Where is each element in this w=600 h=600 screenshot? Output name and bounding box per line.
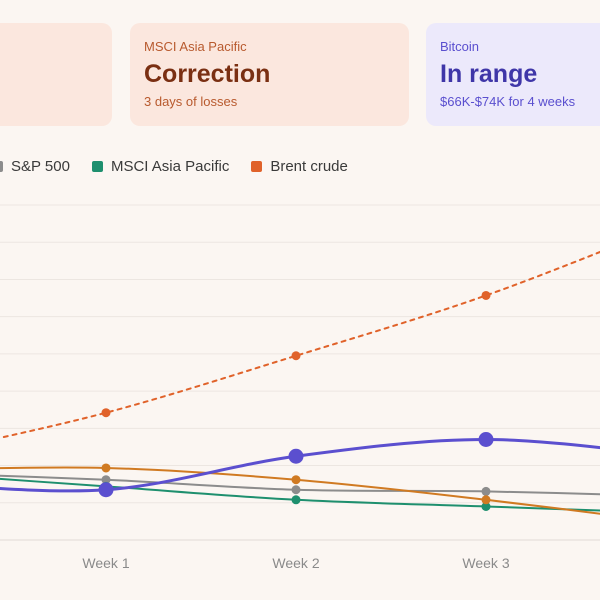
card-label: MSCI Asia Pacific (144, 39, 247, 54)
card-status: Correction (144, 60, 271, 88)
data-point-bitcoin-line (98, 482, 114, 498)
summary-card-bitcoin: Bitcoin In range $66K-$74K for 4 weeks (426, 23, 600, 126)
data-point-msci (481, 502, 491, 511)
legend-label: S&P 500 (11, 158, 70, 175)
data-point-sp500 (101, 475, 111, 485)
data-point-bitcoin (481, 495, 491, 505)
data-point-bitcoin-line (288, 448, 304, 464)
data-point-sp500 (291, 485, 301, 495)
card-subtext: 3 days of losses (144, 94, 238, 109)
series-line-bitcoin (0, 466, 600, 515)
card-subtext: $66K-$74K for 4 weeks (440, 94, 576, 109)
data-point-msci (291, 495, 301, 505)
legend-item-sp500[interactable]: S&P 500 (0, 158, 70, 175)
data-point-bitcoin-line (478, 432, 494, 447)
legend-label: Brent crude (270, 158, 348, 175)
x-tick-label: Week 1 (82, 555, 129, 571)
summary-card-msci: MSCI Asia Pacific Correction 3 days of l… (130, 23, 409, 126)
data-point-sp500 (481, 486, 491, 496)
data-point-bitcoin (101, 463, 111, 473)
data-point-brent (481, 290, 491, 300)
legend-item-brent[interactable]: Brent crude (251, 158, 348, 175)
chart-legend: S&P 500 MSCI Asia Pacific Brent crude (0, 158, 348, 175)
series-line-brent (0, 250, 600, 439)
legend-swatch (91, 161, 103, 172)
x-tick-label: Week 2 (272, 555, 319, 571)
card-label: Bitcoin (440, 39, 480, 54)
summary-card-left (0, 23, 112, 126)
data-point-brent (291, 351, 301, 361)
data-point-brent (101, 408, 111, 418)
legend-swatch (0, 161, 3, 172)
card-status: In range (440, 60, 538, 88)
legend-label: MSCI Asia Pacific (110, 158, 230, 175)
legend-item-msci[interactable]: MSCI Asia Pacific (91, 158, 230, 175)
x-tick-label: Week 3 (462, 555, 509, 571)
data-point-bitcoin (291, 475, 301, 485)
legend-swatch (251, 161, 263, 172)
